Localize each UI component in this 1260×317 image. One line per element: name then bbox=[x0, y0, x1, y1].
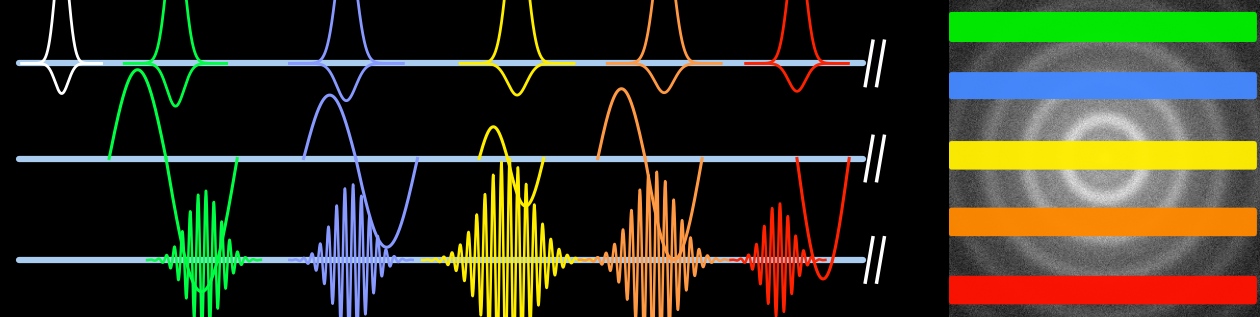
FancyBboxPatch shape bbox=[949, 208, 1257, 236]
FancyBboxPatch shape bbox=[949, 12, 1257, 42]
FancyBboxPatch shape bbox=[949, 72, 1257, 99]
FancyBboxPatch shape bbox=[949, 276, 1257, 304]
FancyBboxPatch shape bbox=[949, 141, 1257, 170]
